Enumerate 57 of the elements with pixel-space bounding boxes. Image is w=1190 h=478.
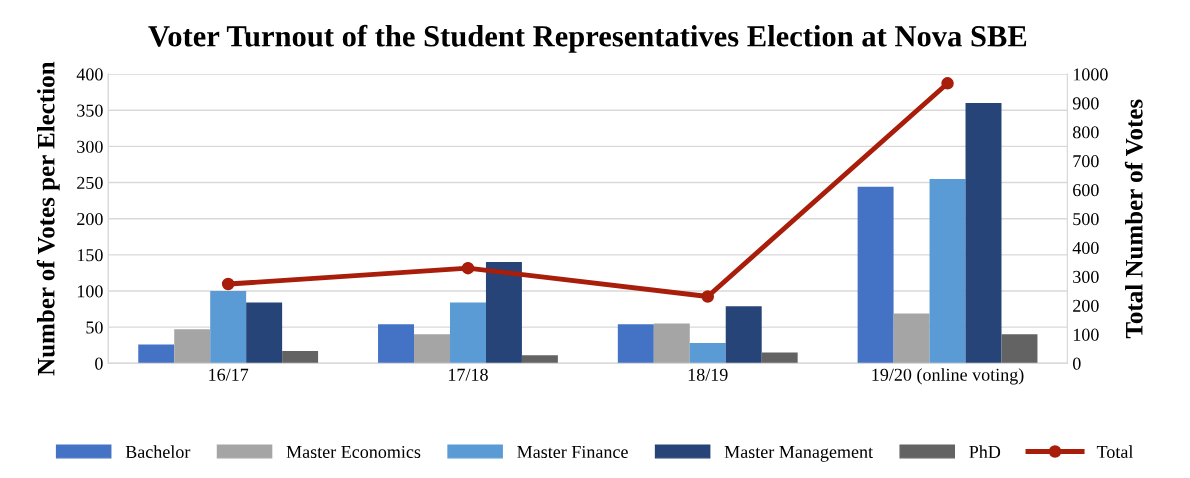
bar [893,313,930,364]
legend-label: Master Finance [517,445,628,459]
bar [617,324,654,364]
y-tick-label: 50 [86,321,103,334]
y2-tick-label: 900 [1072,97,1099,110]
y-tick-label: 0 [95,357,103,370]
bar [414,334,450,364]
point [221,277,235,291]
chart-title: Voter Turnout of the Student Representatives Election at Nova SBE [148,24,1027,53]
y2-tick-label: 500 [1073,212,1099,226]
y2-tick-label: 200 [1073,299,1099,312]
legend-label: PhD [969,445,1001,458]
bar [857,186,894,364]
bar [1001,334,1038,364]
bar [138,344,175,364]
y-tick-label: 150 [77,249,103,262]
bar [689,343,726,364]
legend-label: Master Management [724,446,873,462]
x-tick-label: 17/18 [448,368,488,381]
y2-tick-label: 800 [1072,126,1099,139]
bar [761,352,798,364]
y2-tick-label: 700 [1073,155,1099,168]
y2-tick-label: 0 [1072,357,1081,370]
bar [174,329,211,364]
y2-tick-label: 600 [1073,184,1099,197]
bar [965,103,1002,364]
bar [929,178,966,364]
bar [246,302,283,364]
y-tick-label: 100 [77,285,103,298]
y2-axis-title: Total Number of Votes [1124,99,1143,339]
bar [653,323,690,364]
y-axis-title: Number of Votes per Election [36,61,60,376]
bar [485,262,522,364]
x-tick-label: 16/17 [209,368,249,381]
x-tick-label: 18/19 [688,368,728,381]
y-tick-label: 350 [77,104,103,117]
y-tick-label: 400 [76,68,103,81]
y-tick-label: 300 [77,140,103,153]
legend-label: Total [1096,445,1134,459]
y-tick-label: 200 [77,212,103,226]
point [461,261,475,275]
y2-tick-label: 400 [1072,241,1099,255]
point [941,77,954,90]
y2-tick-label: 100 [1073,328,1099,341]
y2-tick-label: 300 [1073,270,1099,283]
bar [210,290,247,364]
bar [282,350,319,364]
bar [378,324,415,364]
legend-label: Master Economics [286,445,421,459]
y-tick-label: 250 [77,176,103,189]
legend-label: Bachelor [125,445,191,459]
bar [521,355,558,364]
y2-tick-label: 1000 [1073,68,1108,81]
bar [449,302,486,364]
bar [725,306,762,364]
point [701,290,715,303]
x-tick-label: 19/20 (online voting) [872,368,1024,385]
